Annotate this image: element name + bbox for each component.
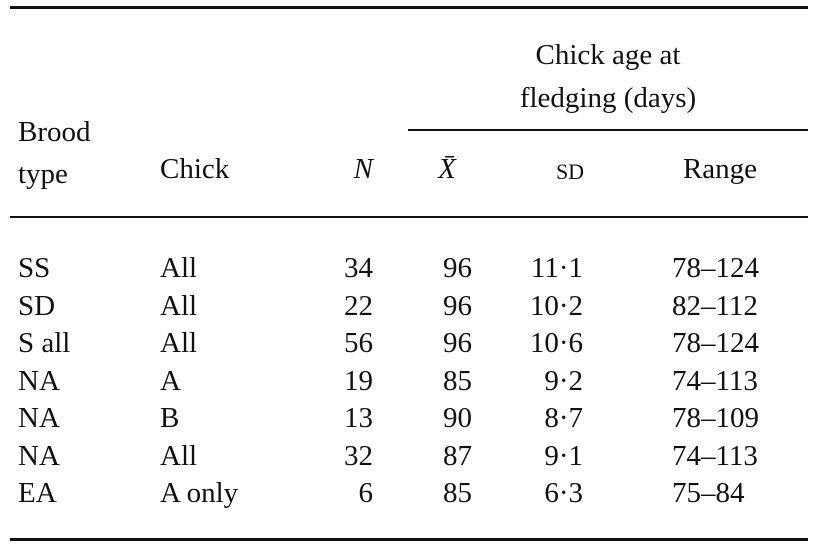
table-cell: 13 — [344, 402, 373, 434]
group-rule — [408, 129, 808, 131]
table-cell: All — [160, 289, 198, 322]
table-cell: SD — [18, 289, 56, 322]
table-cell: 85 — [443, 364, 472, 397]
bottom-rule — [10, 538, 808, 541]
table-cell: 96 — [443, 289, 472, 322]
column-header: Range — [682, 153, 758, 185]
table-cell: SS — [18, 252, 51, 284]
table-cell: 22 — [344, 289, 373, 322]
table-cell: EA — [18, 477, 57, 509]
table-cell: All — [160, 327, 198, 359]
table-cell: NA — [18, 439, 60, 472]
table-cell: All — [160, 439, 198, 472]
table-cell: 74–113 — [672, 439, 758, 472]
table-cell: 6 — [358, 477, 374, 509]
table-cell: 82–112 — [672, 289, 758, 322]
table-cell: 96 — [443, 327, 472, 359]
table-cell: 11·1 — [530, 252, 583, 284]
column-header: Chick — [160, 153, 230, 185]
column-header: Brood type — [18, 116, 91, 190]
table-cell: 6·3 — [544, 477, 583, 509]
table-cell: 34 — [344, 252, 373, 284]
table-cell: 32 — [344, 439, 373, 472]
table-cell: 78–109 — [672, 402, 759, 434]
top-rule — [10, 6, 808, 9]
table-cell: 85 — [443, 477, 472, 509]
table-cell: 78–124 — [672, 327, 759, 359]
table-cell: 10·6 — [529, 327, 583, 359]
table-cell: 74–113 — [672, 364, 758, 397]
table-cell: 75–84 — [672, 477, 745, 509]
table-cell: S all — [18, 327, 71, 359]
table-cell: 9·2 — [544, 364, 583, 397]
table-cell: A — [160, 364, 181, 397]
table-cell: 96 — [443, 252, 472, 284]
column-header: SD — [555, 159, 585, 184]
table-cell: 56 — [344, 327, 373, 359]
table-cell: 19 — [344, 364, 373, 397]
table-cell: 8·7 — [544, 402, 583, 434]
group-header: Chick age at fledging (days) — [519, 39, 697, 114]
table-cell: B — [160, 402, 180, 434]
table-cell: NA — [18, 364, 60, 397]
table-cell: 90 — [443, 402, 472, 434]
table-cell: 87 — [443, 439, 472, 472]
table-cell: A only — [160, 477, 239, 509]
column-header: X̄ — [438, 153, 456, 185]
header-rule — [10, 216, 808, 218]
table-cell: 9·1 — [544, 439, 583, 472]
table-cell: 10·2 — [529, 289, 583, 322]
column-header: N — [353, 153, 373, 185]
table-cell: All — [160, 252, 198, 284]
table-cell: NA — [18, 402, 60, 434]
table-cell: 78–124 — [672, 252, 759, 284]
